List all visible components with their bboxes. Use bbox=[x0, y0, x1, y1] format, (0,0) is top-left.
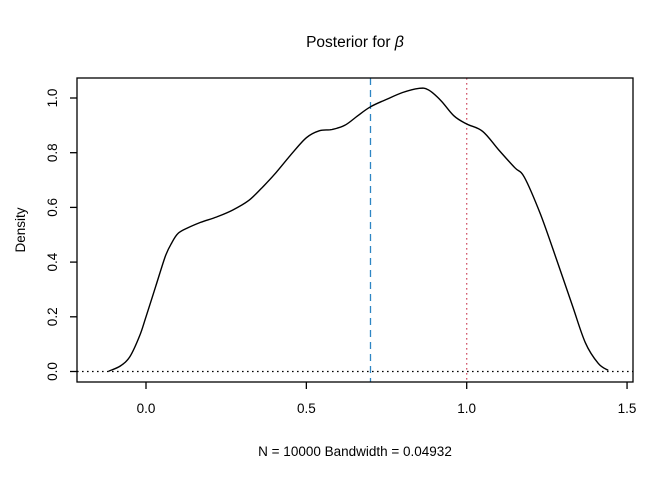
x-tick-label: 1.0 bbox=[457, 401, 476, 416]
density-curve bbox=[108, 87, 609, 372]
x-tick-label: 0.5 bbox=[297, 401, 316, 416]
plot-box bbox=[76, 77, 634, 383]
y-tick-label: 0.8 bbox=[45, 143, 60, 162]
y-tick-label: 0.0 bbox=[45, 362, 60, 381]
y-axis-label: Density bbox=[13, 207, 28, 252]
x-tick-label: 0.0 bbox=[137, 401, 156, 416]
x-axis-label: N = 10000 Bandwidth = 0.04932 bbox=[258, 444, 452, 459]
y-tick-label: 1.0 bbox=[45, 89, 60, 108]
y-tick-label: 0.4 bbox=[45, 252, 60, 271]
x-tick-label: 1.5 bbox=[618, 401, 637, 416]
y-tick-label: 0.2 bbox=[45, 307, 60, 326]
beta-symbol: β bbox=[394, 34, 404, 51]
chart-title: Posterior for β bbox=[306, 34, 404, 51]
chart-title-text: Posterior for bbox=[306, 34, 395, 51]
y-tick-label: 0.6 bbox=[45, 198, 60, 217]
